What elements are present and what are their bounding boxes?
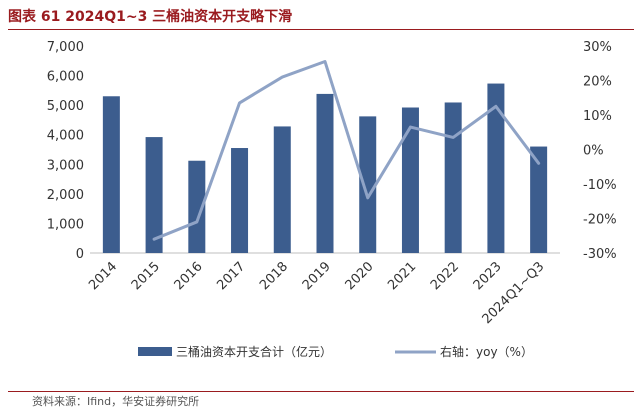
x-tick-label: 2017 (214, 259, 248, 293)
bar (102, 96, 120, 254)
chart-title: 图表 61 2024Q1~3 三桶油资本开支略下滑 (8, 9, 293, 25)
bar (231, 148, 249, 253)
bar (188, 160, 206, 253)
left-tick-label: 5,000 (47, 99, 84, 114)
left-tick-label: 2,000 (47, 188, 84, 203)
right-tick-label: 20% (583, 75, 612, 90)
left-tick-label: 0 (76, 247, 84, 262)
x-tick-label: 2014 (86, 259, 120, 293)
x-tick-label: 2018 (257, 259, 291, 293)
bar (145, 137, 163, 253)
right-tick-label: 0% (583, 144, 604, 159)
bars (102, 83, 548, 254)
x-tick-label: 2015 (129, 259, 163, 293)
x-tick-label: 2023 (471, 259, 505, 293)
left-tick-label: 1,000 (47, 217, 84, 232)
title-divider (8, 29, 634, 30)
legend: 三桶油资本开支合计（亿元） 右轴：yoy（%） (138, 344, 533, 359)
right-tick-label: -30% (583, 247, 617, 262)
left-axis-ticks: 0 1,000 2,000 3,000 4,000 5,000 6,000 7,000 (47, 40, 84, 262)
right-tick-label: -20% (583, 213, 617, 228)
x-tick-label: 2019 (300, 259, 334, 293)
legend-bar-label: 三桶油资本开支合计（亿元） (176, 344, 332, 359)
left-tick-label: 3,000 (47, 158, 84, 173)
bar (316, 93, 334, 253)
left-tick-label: 6,000 (47, 70, 84, 85)
legend-line-label: 右轴：yoy（%） (440, 344, 533, 359)
bar (359, 116, 377, 253)
x-tick-label: 2021 (385, 259, 419, 293)
right-tick-label: 30% (583, 40, 612, 55)
bar (530, 146, 548, 253)
bar (273, 126, 291, 253)
right-tick-label: 10% (583, 109, 612, 124)
bar (444, 102, 462, 253)
right-tick-label: -10% (583, 178, 617, 193)
source-divider (8, 391, 634, 392)
yoy-line (152, 60, 541, 241)
x-tick-label: 2016 (172, 259, 206, 293)
left-tick-label: 4,000 (47, 129, 84, 144)
left-tick-label: 7,000 (47, 40, 84, 55)
legend-bar-swatch (138, 347, 172, 356)
x-tick-label: 2020 (343, 259, 377, 293)
bar (401, 107, 419, 253)
x-tick-label: 2022 (428, 259, 462, 293)
source-note: 资料来源：Ifind，华安证券研究所 (32, 395, 200, 408)
right-axis-ticks: -30% -20% -10% 0% 10% 20% 30% (583, 40, 617, 262)
bar (487, 83, 505, 253)
x-axis-labels: 2014 2015 2016 2017 2018 2019 2020 2021 2022 2023… (86, 259, 547, 327)
